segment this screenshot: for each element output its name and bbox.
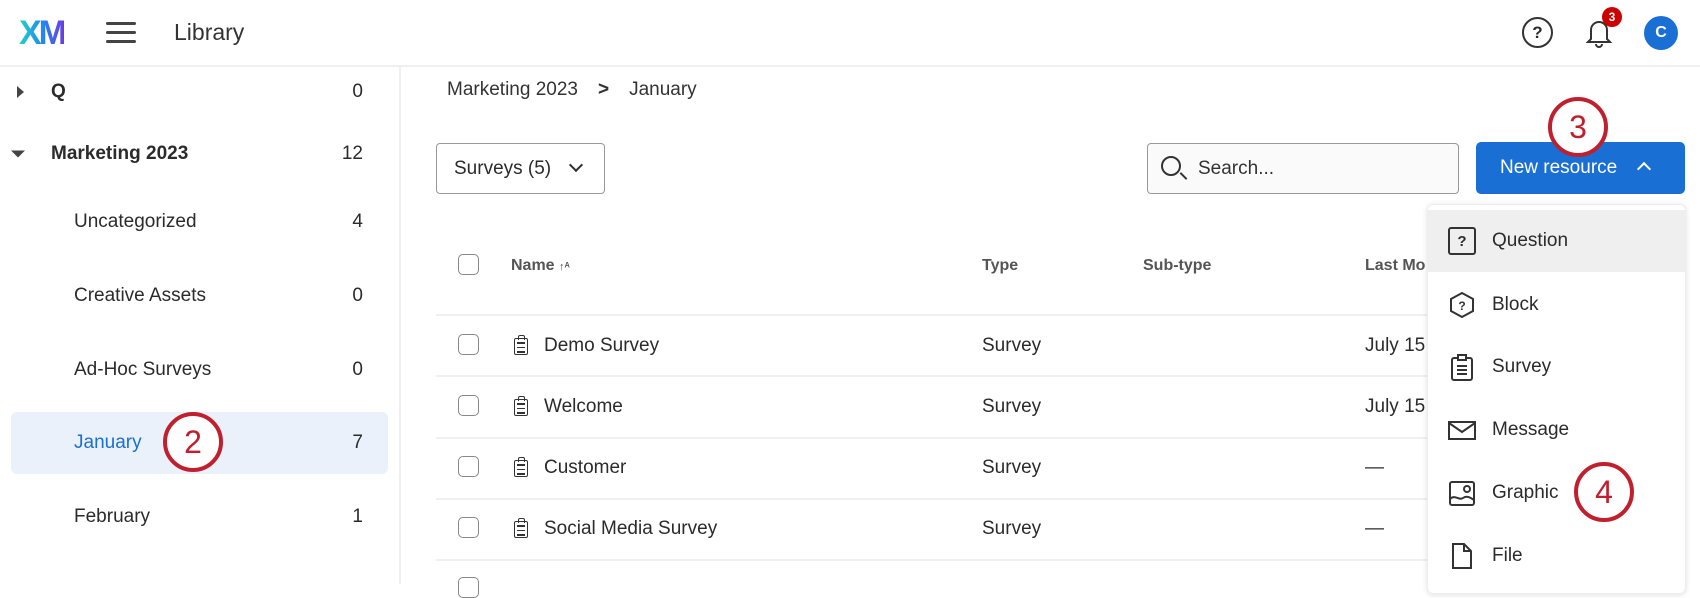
menu-item-label: Message (1492, 419, 1570, 440)
bell-icon[interactable] (1584, 16, 1614, 48)
clipboard-icon (1451, 354, 1473, 381)
hamburger-menu-icon[interactable] (106, 22, 136, 44)
hexagon-question-icon: ? (1450, 291, 1474, 319)
sidebar-item-marketing-2023[interactable]: Marketing 2023 12 (11, 123, 388, 185)
chevron-up-icon (1637, 161, 1652, 177)
divider (436, 559, 1436, 561)
notification-badge: 3 (1602, 7, 1622, 27)
menu-item-label: Graphic (1492, 482, 1559, 503)
row-name[interactable]: Social Media Survey (544, 518, 718, 539)
resource-type-dropdown[interactable]: Surveys (5) (436, 143, 605, 194)
select-all-checkbox[interactable] (458, 254, 479, 275)
divider (436, 375, 1436, 377)
xm-logo[interactable]: XM (19, 14, 67, 52)
row-last-modified: — (1365, 518, 1384, 539)
row-type: Survey (982, 518, 1042, 539)
row-type: Survey (982, 457, 1042, 478)
file-icon (1452, 543, 1472, 569)
row-name[interactable]: Demo Survey (544, 335, 660, 356)
sidebar-item-q[interactable]: Q 0 (11, 61, 388, 123)
row-type: Survey (982, 396, 1042, 417)
menu-item-label: Block (1492, 294, 1539, 315)
sidebar-item-count: 0 (352, 359, 363, 380)
breadcrumb-current: January (629, 79, 697, 100)
svg-text:?: ? (1458, 299, 1465, 313)
row-checkbox[interactable] (458, 577, 479, 598)
survey-icon (514, 457, 528, 477)
menu-item-label: File (1492, 545, 1523, 566)
menu-item-file[interactable]: File (1428, 525, 1685, 587)
menu-item-graphic[interactable]: Graphic (1428, 462, 1685, 524)
sidebar-item-count: 0 (352, 285, 363, 306)
menu-item-label: Survey (1492, 356, 1552, 377)
row-checkbox[interactable] (458, 517, 479, 538)
survey-icon (514, 335, 528, 355)
envelope-icon (1448, 421, 1476, 440)
row-name[interactable]: Customer (544, 457, 627, 478)
sidebar-item-label: Q (51, 81, 66, 102)
survey-icon (514, 518, 528, 538)
column-label: Name (511, 257, 555, 274)
caret-right-icon[interactable] (17, 86, 24, 98)
sidebar-item-creative-assets[interactable]: Creative Assets 0 (11, 265, 388, 327)
divider (436, 437, 1436, 439)
sidebar-item-uncategorized[interactable]: Uncategorized 4 (11, 191, 388, 253)
column-last-modified[interactable]: Last Mo (1365, 257, 1426, 274)
menu-item-question[interactable]: ? Question (1428, 210, 1685, 272)
search-icon (1161, 156, 1181, 176)
sidebar-item-count: 0 (352, 81, 363, 102)
new-resource-menu: ? Question ? Block Survey Message Graphic … (1427, 204, 1686, 594)
sidebar: Q 0 Marketing 2023 12 Uncategorized 4 Cr… (0, 67, 401, 584)
callout-step-4: 4 (1574, 462, 1634, 522)
row-last-modified: July 15 (1365, 335, 1426, 356)
menu-item-label: Question (1492, 230, 1569, 251)
row-checkbox[interactable] (458, 456, 479, 477)
image-icon (1449, 481, 1475, 506)
sidebar-item-label: Marketing 2023 (51, 143, 189, 164)
row-checkbox[interactable] (458, 395, 479, 416)
breadcrumb: Marketing 2023 > January (447, 79, 697, 101)
column-type[interactable]: Type (982, 257, 1019, 274)
divider (436, 498, 1436, 500)
sort-az-icon: ↑ᴬ (559, 261, 570, 273)
new-resource-label: New resource (1500, 157, 1618, 178)
survey-icon (514, 396, 528, 416)
sidebar-item-label: Creative Assets (74, 285, 206, 306)
row-type: Survey (982, 335, 1042, 356)
sidebar-item-february[interactable]: February 1 (11, 486, 388, 548)
row-checkbox[interactable] (458, 334, 479, 355)
menu-item-block[interactable]: ? Block (1428, 274, 1685, 336)
dropdown-value: Surveys (5) (454, 158, 552, 179)
search-placeholder: Search... (1198, 158, 1275, 179)
sidebar-item-count: 12 (341, 143, 363, 164)
sidebar-item-label: February (74, 506, 151, 527)
row-last-modified: July 15 (1365, 396, 1426, 417)
sidebar-item-label: January (74, 432, 142, 453)
divider (436, 314, 1436, 316)
sidebar-item-count: 4 (352, 211, 363, 232)
breadcrumb-separator: > (597, 79, 610, 100)
breadcrumb-parent[interactable]: Marketing 2023 (447, 79, 578, 100)
menu-item-message[interactable]: Message (1428, 399, 1685, 461)
page-title: Library (174, 19, 245, 45)
help-icon[interactable]: ? (1522, 17, 1553, 48)
question-bracket-icon: ? (1448, 227, 1476, 255)
search-input[interactable]: Search... (1147, 143, 1459, 194)
column-sub-type[interactable]: Sub-type (1143, 257, 1212, 274)
callout-step-2: 2 (163, 412, 223, 472)
top-header: XM Library ? 3 C (0, 0, 1700, 67)
sidebar-item-count: 7 (352, 432, 363, 453)
caret-down-icon[interactable] (11, 150, 25, 158)
callout-step-3: 3 (1548, 97, 1608, 157)
sidebar-item-label: Ad-Hoc Surveys (74, 359, 212, 380)
column-name[interactable]: Name ↑ᴬ (511, 257, 570, 275)
sidebar-item-ad-hoc-surveys[interactable]: Ad-Hoc Surveys 0 (11, 339, 388, 401)
sidebar-item-count: 1 (352, 506, 363, 527)
row-name[interactable]: Welcome (544, 396, 623, 417)
avatar[interactable]: C (1644, 16, 1678, 50)
chevron-down-icon (569, 157, 584, 173)
menu-item-survey[interactable]: Survey (1428, 336, 1685, 398)
sidebar-item-label: Uncategorized (74, 211, 197, 232)
row-last-modified: — (1365, 457, 1384, 478)
